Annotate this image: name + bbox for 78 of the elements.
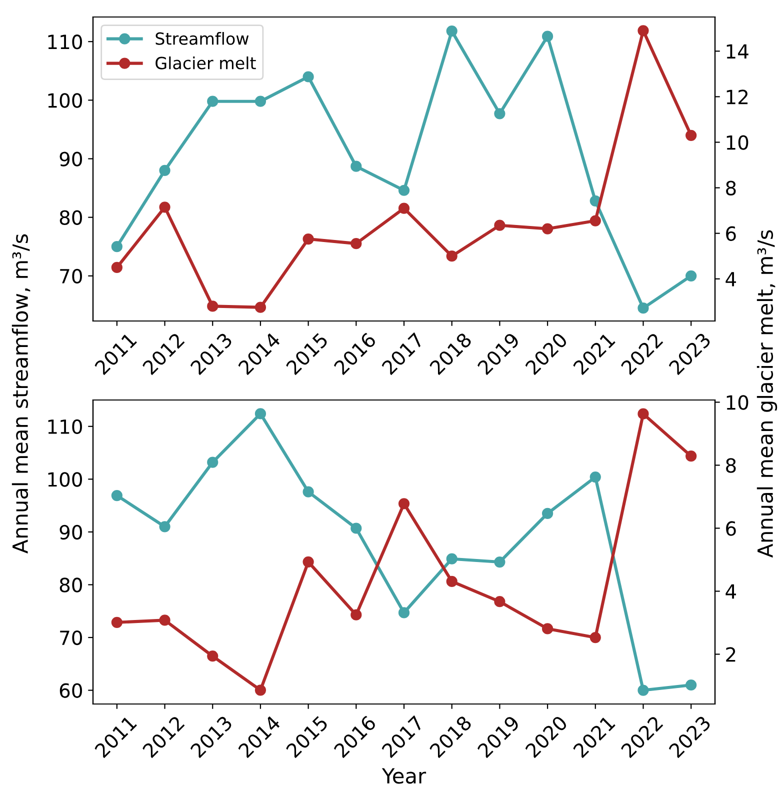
y-tick-label: 60: [60, 683, 82, 698]
point: [590, 632, 601, 644]
y2-tick-label: 10: [726, 135, 748, 150]
point: [446, 553, 458, 564]
point: [254, 96, 266, 107]
y2-tick-label: 8: [726, 180, 736, 196]
y-tick-label: 70: [60, 268, 82, 284]
point: [398, 498, 410, 510]
y2-tick-label: 2: [726, 647, 736, 662]
point: [111, 490, 122, 502]
y-tick-label: 90: [60, 152, 82, 166]
y-tick-label: 110: [48, 419, 82, 434]
y2-tick-label: 14: [726, 44, 748, 59]
point: [302, 486, 314, 498]
point: [111, 262, 122, 274]
y2-axis-title: Annual mean glacier melt, m³/s: [756, 230, 778, 558]
point: [302, 556, 314, 568]
point: [398, 202, 410, 214]
y2-tick-label: 4: [726, 272, 736, 286]
point: [446, 250, 458, 262]
y-tick-label: 80: [60, 578, 82, 592]
point: [542, 30, 554, 42]
point: [254, 302, 266, 313]
point: [686, 130, 697, 141]
x-axis-title: Year: [382, 768, 426, 784]
point: [159, 521, 170, 532]
point: [638, 684, 649, 696]
point: [350, 609, 362, 620]
y-axis-title: Annual mean streamflow, m³/s: [12, 234, 30, 554]
point: [398, 184, 410, 196]
point: [638, 302, 649, 314]
point: [350, 522, 362, 534]
y2-tick-label: 6: [726, 521, 736, 536]
point: [494, 108, 506, 120]
point: [494, 596, 506, 608]
point: [590, 472, 601, 483]
point: [542, 508, 554, 520]
point: [638, 408, 649, 420]
point: [254, 684, 266, 696]
point: [159, 614, 170, 626]
point: [207, 96, 218, 107]
y-tick-label: 80: [60, 210, 82, 225]
y2-tick-label: 10: [726, 395, 748, 410]
point: [350, 160, 362, 172]
point: [302, 71, 314, 82]
y-tick-label: 90: [60, 524, 82, 540]
y-tick-label: 100: [48, 472, 82, 487]
y2-tick-label: 12: [726, 90, 748, 104]
point: [159, 164, 170, 176]
point: [350, 238, 362, 250]
y-tick-label: 70: [60, 630, 82, 646]
point: [111, 241, 122, 252]
point: [207, 650, 218, 662]
point: [542, 223, 554, 234]
point: [494, 220, 506, 231]
y2-tick-label: 6: [726, 226, 736, 241]
point: [590, 215, 601, 226]
y2-tick-label: 4: [726, 584, 736, 599]
point: [446, 576, 458, 588]
y-tick-label: 110: [48, 34, 82, 50]
point: [159, 202, 170, 213]
point: [446, 26, 458, 37]
point: [302, 233, 314, 245]
point: [494, 556, 506, 568]
point: [207, 300, 218, 312]
point: [686, 450, 697, 462]
point: [254, 408, 266, 420]
point: [398, 607, 410, 618]
point: [638, 25, 649, 36]
point: [542, 623, 554, 634]
point: [111, 616, 122, 628]
point: [686, 679, 697, 691]
point: [207, 456, 218, 468]
legend-label: Glacier melt: [156, 56, 256, 70]
y-tick-label: 100: [48, 93, 82, 108]
legend-label: Streamflow: [156, 32, 249, 45]
y2-tick-label: 8: [726, 458, 736, 473]
point: [686, 270, 697, 282]
